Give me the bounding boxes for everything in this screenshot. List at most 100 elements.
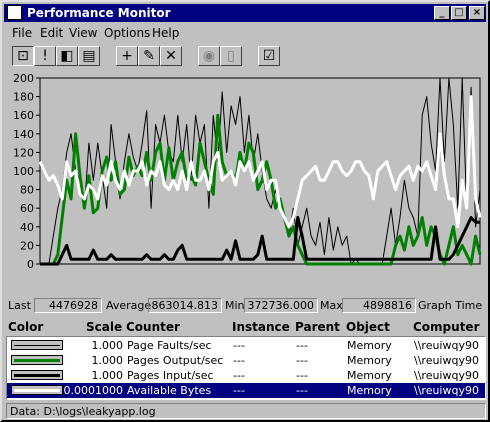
color-swatch bbox=[11, 355, 63, 365]
report-view-button[interactable]: ▤ bbox=[78, 46, 100, 66]
chart-view-button[interactable]: ⊡ bbox=[12, 46, 34, 66]
color-swatch bbox=[11, 370, 63, 380]
menu-options[interactable]: Options bbox=[104, 26, 151, 40]
legend-object: Memory bbox=[347, 339, 392, 352]
legend-counter: Pages Input/sec bbox=[127, 369, 214, 382]
edit-counter-button[interactable]: ✎ bbox=[138, 46, 160, 66]
update-now-button: ◉ bbox=[198, 46, 220, 66]
color-swatch bbox=[11, 385, 63, 395]
y-tick-label: 0 bbox=[27, 258, 34, 271]
legend-header: Color Scale Counter Instance Parent Obje… bbox=[6, 319, 486, 335]
legend-counter: Pages Output/sec bbox=[127, 354, 224, 367]
y-tick-label: 100 bbox=[13, 165, 34, 178]
last-value: 4476928 bbox=[34, 298, 102, 313]
series-line-0 bbox=[40, 77, 481, 265]
legend-computer: \\reuiwqy90 bbox=[414, 354, 479, 367]
title-bar[interactable]: Performance Monitor _ □ × bbox=[4, 4, 486, 22]
header-parent: Parent bbox=[295, 320, 340, 334]
legend-row[interactable]: 1.000 Page Faults/sec --- --- Memory \\reuiwq… bbox=[7, 338, 485, 353]
legend-scale: 1.000 bbox=[91, 369, 124, 382]
stats-bar: Last 4476928 Average 863014.813 Min 3727… bbox=[6, 297, 486, 315]
legend-object: Memory bbox=[347, 354, 392, 367]
header-object: Object bbox=[346, 320, 390, 334]
header-computer: Computer bbox=[413, 320, 480, 334]
delete-counter-icon: ✕ bbox=[165, 48, 177, 64]
delete-counter-button[interactable]: ✕ bbox=[160, 46, 182, 66]
toolbar: ⊡! ◧ ▤ + ✎ ✕ ◉ ▯ ☑ bbox=[4, 44, 486, 70]
edit-counter-icon: ✎ bbox=[143, 48, 155, 64]
legend-computer: \\reuiwqy90 bbox=[414, 369, 479, 382]
status-text: Data: D:\logs\leakyapp.log bbox=[10, 405, 156, 418]
legend-computer: \\reuiwqy90 bbox=[414, 339, 479, 352]
window-title: Performance Monitor bbox=[27, 6, 171, 20]
legend-instance: --- bbox=[233, 384, 245, 397]
minimize-button[interactable]: _ bbox=[434, 6, 450, 20]
legend-counter: Available Bytes bbox=[127, 384, 212, 397]
legend-row[interactable]: 1.000 Pages Input/sec --- --- Memory \\reuiwq… bbox=[7, 368, 485, 383]
bookmark-icon: ▯ bbox=[227, 48, 235, 64]
max-value: 4898816 bbox=[342, 298, 416, 313]
menu-view[interactable]: View bbox=[69, 26, 98, 40]
min-label: Min bbox=[225, 299, 245, 312]
close-button[interactable]: × bbox=[469, 6, 485, 20]
alert-view-button[interactable]: ! bbox=[34, 46, 56, 66]
maximize-button[interactable]: □ bbox=[451, 6, 467, 20]
y-tick-label: 40 bbox=[20, 221, 34, 234]
y-tick-label: 60 bbox=[20, 202, 34, 215]
y-tick-label: 20 bbox=[20, 239, 34, 252]
min-value: 372736.000 bbox=[244, 298, 318, 313]
chart-area: 200 180 160 140 120 100 80 60 40 20 0 bbox=[6, 72, 486, 294]
legend-computer: \\reuiwqy90 bbox=[414, 384, 479, 397]
report-view-icon: ▤ bbox=[82, 48, 96, 64]
average-label: Average bbox=[106, 299, 152, 312]
options-icon: ☑ bbox=[262, 48, 276, 64]
header-scale: Scale bbox=[86, 320, 123, 334]
legend-parent: --- bbox=[296, 384, 308, 397]
add-counter-button[interactable]: + bbox=[116, 46, 138, 66]
legend-object: Memory bbox=[347, 384, 392, 397]
header-color: Color bbox=[8, 320, 44, 334]
update-now-icon: ◉ bbox=[202, 48, 216, 64]
menu-help[interactable]: Help bbox=[152, 26, 180, 40]
legend-instance: --- bbox=[233, 339, 245, 352]
legend-counter: Page Faults/sec bbox=[127, 339, 212, 352]
y-tick-label: 180 bbox=[13, 91, 34, 104]
color-swatch bbox=[11, 340, 63, 350]
header-instance: Instance bbox=[232, 320, 290, 334]
log-view-button[interactable]: ◧ bbox=[56, 46, 78, 66]
menu-file[interactable]: File bbox=[12, 26, 33, 40]
menu-edit[interactable]: Edit bbox=[40, 26, 64, 40]
legend-instance: --- bbox=[233, 369, 245, 382]
average-value: 863014.813 bbox=[148, 298, 222, 313]
max-label: Max bbox=[320, 299, 343, 312]
legend-parent: --- bbox=[296, 354, 308, 367]
last-label: Last bbox=[8, 299, 31, 312]
options-button[interactable]: ☑ bbox=[258, 46, 280, 66]
legend-row[interactable]: 1.000 Pages Output/sec --- --- Memory \\reuiw… bbox=[7, 353, 485, 368]
status-bar: Data: D:\logs\leakyapp.log bbox=[6, 403, 486, 419]
y-tick-label: 120 bbox=[13, 146, 34, 159]
app-icon[interactable] bbox=[7, 5, 22, 20]
legend-object: Memory bbox=[347, 369, 392, 382]
series-line-2 bbox=[40, 216, 480, 266]
legend-parent: --- bbox=[296, 339, 308, 352]
series-line-3 bbox=[38, 95, 482, 229]
legend-parent: --- bbox=[296, 369, 308, 382]
counter-legend[interactable]: 1.000 Page Faults/sec --- --- Memory \\reuiwq… bbox=[6, 336, 486, 400]
plot-frame bbox=[39, 77, 481, 265]
menu-bar: File Edit View Options Help bbox=[4, 24, 486, 42]
legend-scale: 1.000 bbox=[91, 354, 124, 367]
add-counter-icon: + bbox=[121, 48, 133, 64]
chart-view-icon: ⊡ bbox=[17, 48, 29, 64]
legend-row[interactable]: 0.0001000 Available Bytes --- --- Memory \\re… bbox=[7, 383, 485, 398]
legend-scale: 1.000 bbox=[91, 339, 124, 352]
y-tick-label: 140 bbox=[13, 128, 34, 141]
y-tick-label: 160 bbox=[13, 109, 34, 122]
legend-scale: 0.0001000 bbox=[63, 384, 124, 397]
legend-instance: --- bbox=[233, 354, 245, 367]
bookmark-button: ▯ bbox=[220, 46, 242, 66]
y-tick-label: 200 bbox=[13, 72, 34, 85]
header-counter: Counter bbox=[126, 320, 180, 334]
